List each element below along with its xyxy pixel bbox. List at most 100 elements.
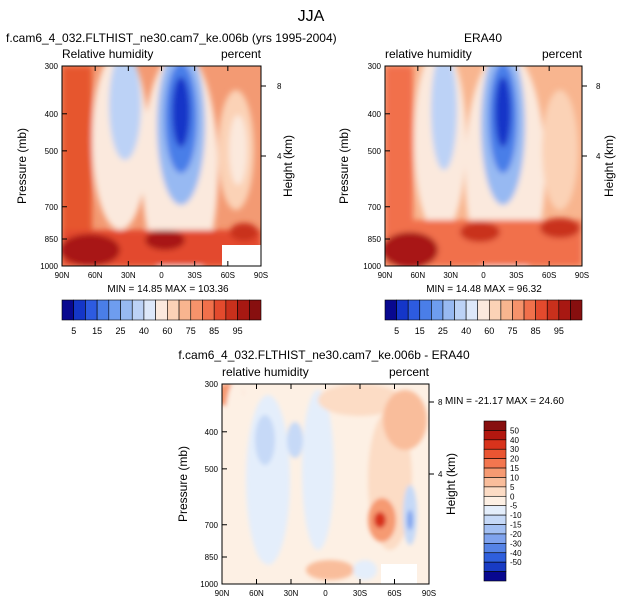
- colorbar-swatch: [483, 486, 507, 497]
- panel-diff-ticks: 90N 60N 30N 0 30S 60S 90S 300 400 500 700 850 1000 8 4: [200, 380, 443, 598]
- colorbar-swatch: [483, 561, 507, 572]
- figure-title: JJA: [298, 8, 325, 25]
- x-tick-label: 0: [159, 271, 164, 280]
- y-tick-label: 300: [368, 62, 382, 71]
- colorbar-swatch: [558, 299, 571, 321]
- x-tick-label: 30N: [284, 589, 299, 598]
- colorbar-swatch: [546, 299, 560, 321]
- colorbar-swatch: [396, 299, 409, 321]
- panel-obs-title: ERA40: [464, 31, 502, 45]
- y-tick-label: 700: [205, 521, 219, 530]
- colorbar-swatch: [483, 430, 507, 441]
- y-tick-label: 850: [45, 235, 59, 244]
- colorbar-swatch: [167, 299, 180, 321]
- colorbar-label: 25: [116, 326, 126, 336]
- colorbar-swatch: [500, 299, 513, 321]
- x-tick-label: 30S: [353, 589, 367, 598]
- colorbar-swatch: [73, 299, 86, 321]
- panel-diff: f.cam6_4_032.FLTHIST_ne30.cam7_ke.006b -…: [176, 348, 564, 598]
- x-tick-label: 60S: [542, 271, 556, 280]
- colorbar-label: 5: [71, 326, 76, 336]
- colorbar-label: 60: [162, 326, 172, 336]
- colorbar-swatch: [483, 543, 507, 554]
- x-tick-label: 30S: [509, 271, 523, 280]
- colorbar-swatch: [483, 495, 507, 507]
- colorbar-swatch: [431, 299, 444, 321]
- colorbar-label: 40: [139, 326, 149, 336]
- colorbar-label: 15: [92, 326, 102, 336]
- colorbar-swatch: [488, 299, 502, 321]
- colorbar-swatch: [483, 467, 507, 478]
- colorbar-label: -15: [510, 521, 522, 530]
- x-tick-label: 90S: [575, 271, 589, 280]
- x-tick-label: 30S: [188, 271, 202, 280]
- colorbar-label: -50: [510, 558, 522, 567]
- colorbar-swatch: [237, 299, 250, 321]
- panel-model-ylabel: Pressure (mb): [15, 128, 29, 204]
- y-tick-label: 400: [205, 428, 219, 437]
- panel-model-field: [62, 66, 261, 266]
- x-tick-label: 0: [481, 271, 486, 280]
- panel-obs-field: [385, 66, 582, 266]
- panel-obs-ticks: 90N 60N 30N 0 30S 60S 90S 300 400 500 700 850 1000 8 4: [363, 62, 601, 280]
- colorbar-swatch: [483, 533, 507, 544]
- panel-model-ylabel-right: Height (km): [281, 135, 295, 197]
- colorbar-label: -20: [510, 530, 522, 539]
- height-tick-label: 4: [596, 152, 601, 161]
- y-tick-label: 400: [368, 110, 382, 119]
- colorbar-swatch: [108, 299, 121, 321]
- colorbar-label: 95: [233, 326, 243, 336]
- colorbar-swatch: [512, 299, 525, 321]
- panel-model-title: f.cam6_4_032.FLTHIST_ne30.cam7_ke.006b (…: [6, 31, 337, 45]
- x-tick-label: 90N: [55, 271, 70, 280]
- colorbar-swatch: [483, 458, 507, 469]
- colorbar-label: 30: [510, 445, 519, 454]
- colorbar-label: 15: [415, 326, 425, 336]
- y-tick-label: 400: [45, 110, 59, 119]
- colorbar-label: 50: [510, 426, 519, 435]
- colorbar-swatch: [535, 299, 548, 321]
- panel-diff-stats: MIN = -21.17 MAX = 24.60: [445, 396, 564, 407]
- colorbar-swatch: [120, 299, 133, 321]
- x-tick-label: 60N: [88, 271, 103, 280]
- colorbar-label: 5: [510, 483, 515, 492]
- height-tick-label: 4: [277, 152, 282, 161]
- colorbar-label: 40: [461, 326, 471, 336]
- panel-obs-right-label: percent: [542, 47, 583, 61]
- colorbar-swatch: [143, 299, 156, 321]
- colorbar-swatch: [248, 299, 262, 321]
- colorbar-label: -40: [510, 549, 522, 558]
- colorbar-swatch: [523, 299, 536, 321]
- colorbar-swatch: [483, 571, 507, 582]
- x-tick-label: 90N: [215, 589, 230, 598]
- y-tick-label: 850: [368, 235, 382, 244]
- colorbar-swatch: [202, 299, 215, 321]
- panel-obs-ylabel: Pressure (mb): [337, 128, 351, 204]
- colorbar-swatch: [442, 299, 455, 321]
- panel-model: f.cam6_4_032.FLTHIST_ne30.cam7_ke.006b (…: [6, 31, 337, 295]
- colorbar-label: 95: [554, 326, 564, 336]
- panel-diff-ylabel: Pressure (mb): [176, 446, 190, 522]
- colorbar-swatch: [483, 420, 507, 431]
- colorbar-label: 60: [484, 326, 494, 336]
- panel-diff-field: [222, 384, 429, 584]
- colorbar-label: 25: [438, 326, 448, 336]
- colorbar-label: 75: [186, 326, 196, 336]
- colorbar-model: 5 15 25 40 60 75 85 95: [61, 299, 262, 336]
- panel-model-ticks: 90N 60N 30N 0 30S 60S 90S 300 400 500 700 850 1000 8 4: [40, 62, 282, 280]
- x-tick-label: 30N: [443, 271, 458, 280]
- colorbar-swatch: [483, 524, 507, 535]
- x-tick-label: 60S: [221, 271, 235, 280]
- colorbar-swatch: [155, 299, 168, 321]
- colorbar-label: 5: [394, 326, 399, 336]
- x-tick-label: 60N: [249, 589, 264, 598]
- panel-obs-stats: MIN = 14.48 MAX = 96.32: [426, 284, 542, 295]
- x-tick-label: 90N: [378, 271, 393, 280]
- colorbar-swatch: [477, 299, 490, 321]
- colorbar-label: 75: [507, 326, 517, 336]
- y-tick-label: 1000: [200, 580, 218, 589]
- colorbar-swatch: [454, 299, 467, 321]
- y-tick-label: 1000: [363, 262, 381, 271]
- colorbar-label: 85: [209, 326, 219, 336]
